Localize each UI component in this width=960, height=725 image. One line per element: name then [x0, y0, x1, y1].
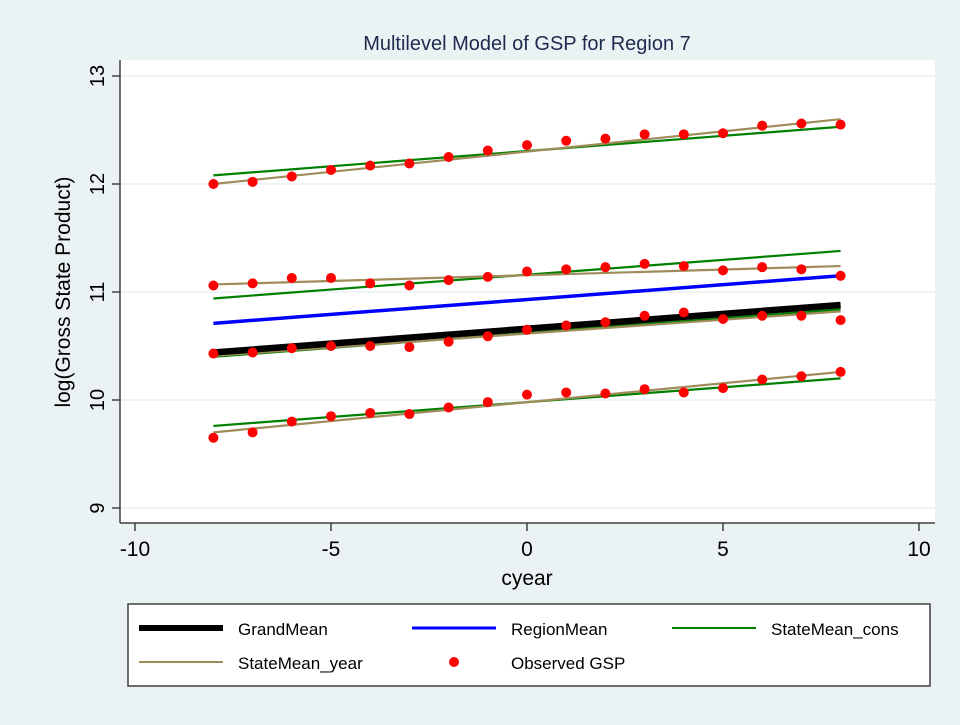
observed-point-s2-8	[522, 266, 532, 277]
observed-point-s2-2	[286, 272, 297, 283]
observed-point-s4-11	[639, 384, 650, 395]
observed-point-s2-12	[678, 261, 689, 272]
observed-point-s2-5	[404, 280, 415, 291]
observed-point-s1-2	[286, 171, 297, 182]
legend-label-statemean-cons: StateMean_cons	[771, 620, 899, 639]
observed-point-s3-15	[796, 310, 807, 321]
observed-point-s3-0	[208, 348, 219, 359]
observed-point-s2-16	[835, 270, 846, 281]
statemean-year-line-4	[213, 370, 841, 434]
x-tick-label-0: -10	[120, 538, 150, 561]
legend-label-statemean-year: StateMean_year	[238, 654, 363, 673]
regionmean-line	[213, 274, 841, 326]
x-tick-label-3: 5	[717, 538, 729, 561]
observed-point-s2-15	[796, 264, 807, 275]
observed-point-s3-2	[286, 343, 297, 354]
observed-point-s1-7	[482, 145, 493, 156]
observed-point-s2-14	[757, 262, 768, 273]
observed-point-s4-2	[286, 416, 297, 427]
observed-point-s1-5	[404, 158, 415, 169]
observed-point-s4-8	[522, 389, 532, 400]
observed-point-s3-7	[482, 331, 493, 342]
legend-swatch-observed	[449, 657, 459, 667]
observed-point-s1-11	[639, 129, 650, 140]
x-tick-label-1: -5	[322, 538, 341, 561]
observed-point-s1-3	[326, 164, 336, 175]
chart-title: Multilevel Model of GSP for Region 7	[363, 33, 691, 55]
observed-point-s1-10	[600, 133, 611, 144]
x-tick-label-4: 10	[907, 538, 930, 561]
observed-point-s3-1	[247, 347, 258, 358]
observed-point-s2-7	[482, 271, 493, 282]
observed-points	[208, 118, 846, 443]
observed-point-s3-4	[365, 341, 376, 351]
observed-point-s2-13	[718, 265, 728, 276]
legend-label-grandmean: GrandMean	[238, 620, 328, 639]
axes: 9 10 11 12 13 -10 -5 0 5 10	[87, 60, 935, 561]
statemean-year-line-1	[213, 118, 841, 186]
observed-point-s3-13	[718, 314, 728, 324]
observed-point-s3-5	[404, 342, 415, 353]
observed-point-s4-0	[208, 432, 219, 443]
observed-point-s4-16	[835, 366, 846, 377]
y-tick-label-4: 13	[87, 65, 109, 87]
y-tick-label-0: 9	[87, 502, 109, 513]
observed-point-s4-5	[404, 409, 415, 420]
observed-point-s1-4	[365, 160, 376, 171]
observed-point-s4-4	[365, 407, 376, 418]
observed-point-s4-15	[796, 371, 807, 382]
observed-point-s3-3	[326, 341, 336, 351]
observed-point-s4-6	[443, 402, 454, 413]
legend-label-observed: Observed GSP	[511, 654, 625, 673]
observed-point-s3-11	[639, 310, 650, 321]
observed-point-s1-6	[443, 152, 454, 162]
observed-point-s3-6	[443, 336, 454, 347]
observed-point-s2-6	[443, 275, 454, 286]
observed-point-s3-14	[757, 310, 768, 321]
y-axis-label: log(Gross State Product)	[52, 176, 75, 407]
observed-point-s3-12	[678, 307, 689, 318]
observed-point-s1-16	[835, 119, 846, 130]
observed-point-s3-10	[600, 317, 611, 328]
observed-point-s1-12	[678, 129, 689, 140]
observed-point-s2-1	[247, 278, 258, 289]
observed-point-s2-11	[639, 258, 650, 269]
observed-point-s4-3	[326, 411, 336, 422]
observed-point-s2-9	[561, 264, 572, 275]
legend: GrandMean RegionMean StateMean_cons Stat…	[127, 603, 931, 687]
observed-point-s3-9	[561, 320, 572, 331]
y-tick-label-2: 11	[87, 282, 109, 303]
observed-point-s1-9	[561, 135, 572, 146]
observed-point-s2-4	[365, 278, 376, 289]
legend-box	[127, 603, 931, 687]
observed-point-s1-13	[718, 128, 728, 139]
observed-point-s2-3	[326, 272, 336, 283]
observed-point-s4-14	[757, 374, 768, 385]
observed-point-s1-0	[208, 179, 219, 189]
observed-point-s4-9	[561, 387, 572, 398]
observed-point-s4-7	[482, 397, 493, 408]
observed-point-s1-1	[247, 176, 258, 187]
x-tick-label-2: 0	[521, 538, 533, 561]
observed-point-s4-12	[678, 387, 689, 398]
observed-point-s4-1	[247, 427, 258, 438]
observed-point-s4-10	[600, 388, 611, 399]
observed-point-s3-16	[835, 315, 846, 326]
observed-point-s2-0	[208, 280, 219, 291]
legend-label-regionmean: RegionMean	[511, 620, 607, 639]
observed-point-s4-13	[718, 383, 728, 394]
y-tick-label-1: 10	[87, 389, 109, 411]
y-tick-label-3: 12	[87, 173, 109, 195]
x-axis-label: cyear	[501, 567, 552, 590]
observed-point-s1-8	[522, 140, 532, 151]
observed-point-s1-14	[757, 120, 768, 131]
observed-point-s1-15	[796, 118, 807, 129]
observed-point-s2-10	[600, 262, 611, 273]
observed-point-s3-8	[522, 324, 532, 335]
